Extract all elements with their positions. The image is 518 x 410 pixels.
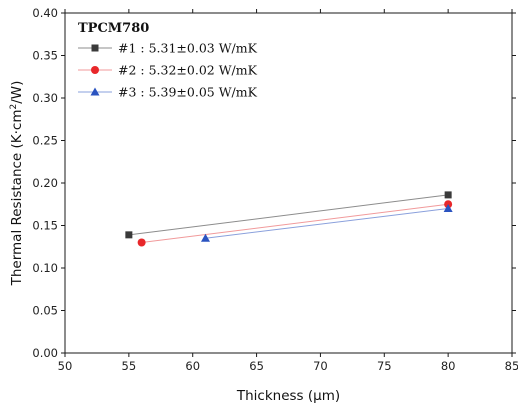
x-axis-title: Thickness (μm) <box>236 388 340 404</box>
fit-lines <box>128 194 449 243</box>
series-3-point <box>443 204 453 212</box>
y-tick-label: 0.10 <box>32 261 58 275</box>
y-tick-labels: 0.00 0.05 0.10 0.15 0.20 0.25 0.30 0.35 0.40 <box>32 6 58 360</box>
x-tick-label: 85 <box>505 359 518 373</box>
y-tick-label: 0.00 <box>32 346 58 360</box>
series-2-point <box>137 238 146 247</box>
series-2-fit-line <box>141 203 449 243</box>
series-1-fit-line <box>128 194 449 236</box>
series-1-point <box>444 191 452 199</box>
legend: TPCM780 #1 : 5.31±0.03 W/mK #2 : 5.32±0.0… <box>78 21 258 100</box>
legend-marker-3 <box>90 87 100 96</box>
y-tick-label: 0.30 <box>32 91 58 105</box>
axis-ticks <box>61 9 516 357</box>
x-tick-label: 60 <box>185 359 200 373</box>
x-tick-label: 65 <box>249 359 264 373</box>
y-tick-label: 0.25 <box>32 134 58 148</box>
legend-marker-2 <box>91 66 99 74</box>
x-tick-label: 70 <box>313 359 328 373</box>
x-tick-label: 75 <box>377 359 392 373</box>
legend-label-3: #3 : 5.39±0.05 W/mK <box>118 85 258 100</box>
y-axis-title-main: Thermal Resistance (K·cm <box>9 109 25 286</box>
series-1-point <box>125 231 133 239</box>
x-tick-label: 50 <box>58 359 73 373</box>
legend-label-2: #2 : 5.32±0.02 W/mK <box>118 63 258 78</box>
y-tick-label: 0.20 <box>32 176 58 190</box>
y-axis-title-unit: /W) <box>9 81 25 104</box>
x-tick-label: 80 <box>441 359 456 373</box>
series-3-fit-line <box>205 208 449 239</box>
legend-label-1: #1 : 5.31±0.03 W/mK <box>118 41 258 56</box>
y-tick-label: 0.35 <box>32 49 58 63</box>
x-tick-labels: 50 55 60 65 70 75 80 85 <box>58 359 518 373</box>
legend-title: TPCM780 <box>78 21 149 36</box>
legend-marker-1 <box>91 44 99 52</box>
y-tick-label: 0.15 <box>32 219 58 233</box>
series-3-point <box>200 233 210 242</box>
y-axis-title-superscript: 2 <box>9 104 19 110</box>
data-points <box>125 191 453 247</box>
x-tick-label: 55 <box>122 359 137 373</box>
y-axis-title: Thermal Resistance (K·cm2/W) <box>9 81 25 287</box>
y-tick-label: 0.05 <box>32 304 58 318</box>
legend-entries: #1 : 5.31±0.03 W/mK #2 : 5.32±0.02 W/mK #3… <box>78 41 258 100</box>
y-tick-label: 0.40 <box>32 6 58 20</box>
